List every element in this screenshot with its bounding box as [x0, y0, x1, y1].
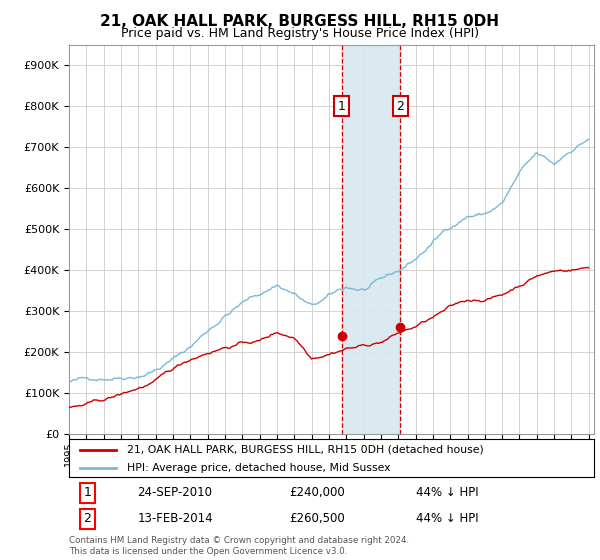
Text: 2: 2 — [83, 512, 91, 525]
Text: 44% ↓ HPI: 44% ↓ HPI — [415, 512, 478, 525]
Text: 21, OAK HALL PARK, BURGESS HILL, RH15 0DH (detached house): 21, OAK HALL PARK, BURGESS HILL, RH15 0D… — [127, 445, 484, 455]
Text: 13-FEB-2014: 13-FEB-2014 — [137, 512, 213, 525]
Text: 24-SEP-2010: 24-SEP-2010 — [137, 487, 212, 500]
Text: HPI: Average price, detached house, Mid Sussex: HPI: Average price, detached house, Mid … — [127, 463, 390, 473]
Text: £260,500: £260,500 — [290, 512, 345, 525]
Text: 44% ↓ HPI: 44% ↓ HPI — [415, 487, 478, 500]
Text: 1: 1 — [338, 100, 346, 113]
Text: 21, OAK HALL PARK, BURGESS HILL, RH15 0DH: 21, OAK HALL PARK, BURGESS HILL, RH15 0D… — [101, 14, 499, 29]
Text: 1: 1 — [83, 487, 91, 500]
Text: Price paid vs. HM Land Registry's House Price Index (HPI): Price paid vs. HM Land Registry's House … — [121, 27, 479, 40]
Bar — [341, 45, 400, 434]
Text: Contains HM Land Registry data © Crown copyright and database right 2024.
This d: Contains HM Land Registry data © Crown c… — [69, 536, 409, 556]
Text: 2: 2 — [397, 100, 404, 113]
Text: £240,000: £240,000 — [290, 487, 345, 500]
